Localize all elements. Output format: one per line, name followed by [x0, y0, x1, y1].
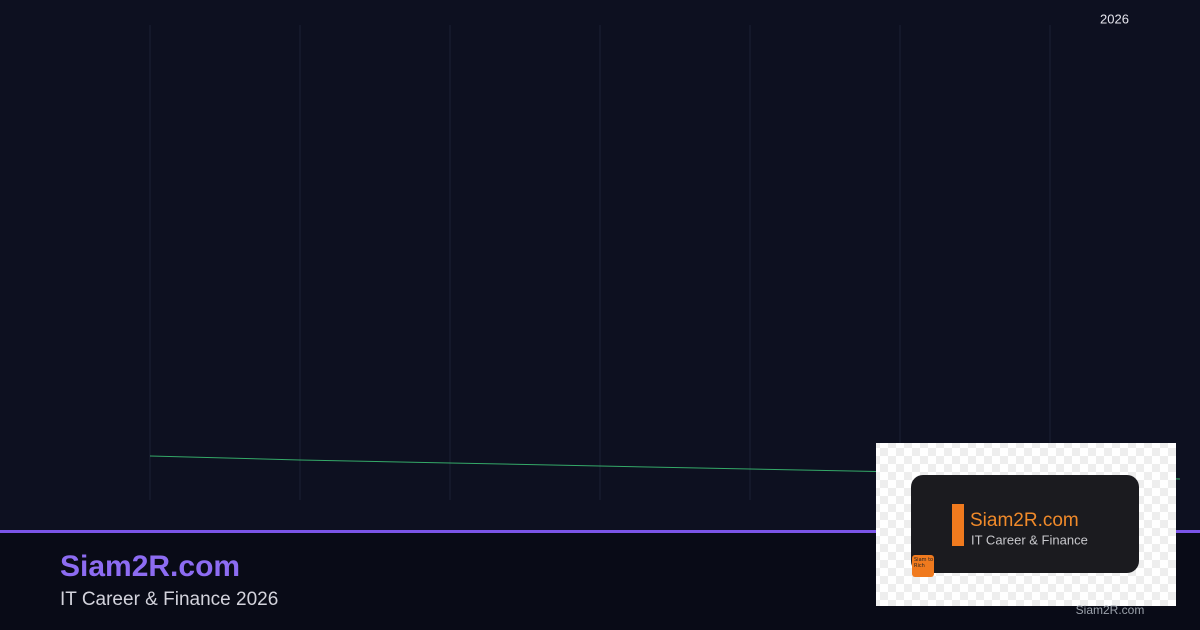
preview-card: Siam2R.com IT Career & Finance Siam to R…	[876, 443, 1176, 617]
card-panel	[911, 475, 1139, 573]
year-label: 2026	[1100, 11, 1129, 26]
card-logo-text: Siam to Rich	[914, 557, 934, 569]
card-logo-text-box: Siam to Rich	[914, 557, 934, 569]
footer-subtitle: IT Career & Finance 2026	[60, 589, 278, 610]
card-subtitle: IT Career & Finance	[971, 532, 1088, 547]
footer-title: Siam2R.com	[60, 550, 240, 583]
vertical-grid	[149, 25, 1051, 500]
card-caption: Siam2R.com	[1076, 603, 1145, 617]
divider	[0, 530, 1200, 533]
card-accent	[952, 504, 964, 546]
card-logo	[912, 555, 934, 577]
card-title: Siam2R.com	[970, 510, 1079, 531]
